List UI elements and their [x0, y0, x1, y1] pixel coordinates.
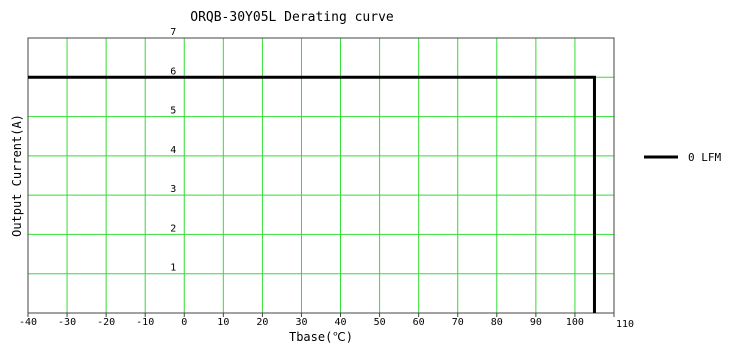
y-tick-label: 4: [170, 145, 176, 156]
x-tick-label: 60: [413, 317, 425, 328]
x-tick-label: 20: [256, 317, 268, 328]
legend-label: 0 LFM: [688, 151, 721, 164]
x-axis-label: Tbase(℃): [289, 330, 353, 344]
x-tick-label: 110: [616, 319, 634, 330]
x-tick-label: 50: [374, 317, 386, 328]
x-tick-label: -20: [97, 317, 115, 328]
y-tick-label: 5: [170, 106, 176, 117]
y-tick-label: 6: [170, 66, 176, 77]
x-tick-label: 10: [217, 317, 229, 328]
plot-frame: [27, 37, 615, 314]
y-tick-label: 2: [170, 223, 176, 234]
series-layer: [28, 75, 596, 313]
series-line: [28, 75, 596, 313]
tick-label-layer: -40 -30 -20 -10 0 10 20 30 40 50 60 70 80 90 100 110 1 2 3…: [19, 27, 634, 330]
x-tick-label: 30: [295, 317, 307, 328]
y-axis-label: Output Current(A): [10, 114, 24, 237]
chart-title: ORQB-30Y05L Derating curve: [190, 10, 394, 25]
y-tick-label: 3: [170, 184, 176, 195]
grid-layer: [27, 37, 615, 313]
x-tick-label: 40: [335, 317, 347, 328]
x-tick-label: -10: [136, 317, 154, 328]
legend: 0 LFM: [644, 151, 721, 164]
x-tick-label: 70: [452, 317, 464, 328]
x-tick-label: 90: [530, 317, 542, 328]
x-tick-label: 80: [491, 317, 503, 328]
x-tick-label: 100: [566, 317, 584, 328]
y-tick-label: 7: [170, 27, 176, 38]
x-tick-label: 0: [181, 317, 187, 328]
y-tick-label: 1: [170, 263, 176, 274]
x-tick-label: -40: [19, 317, 37, 328]
x-tick-label: -30: [58, 317, 76, 328]
